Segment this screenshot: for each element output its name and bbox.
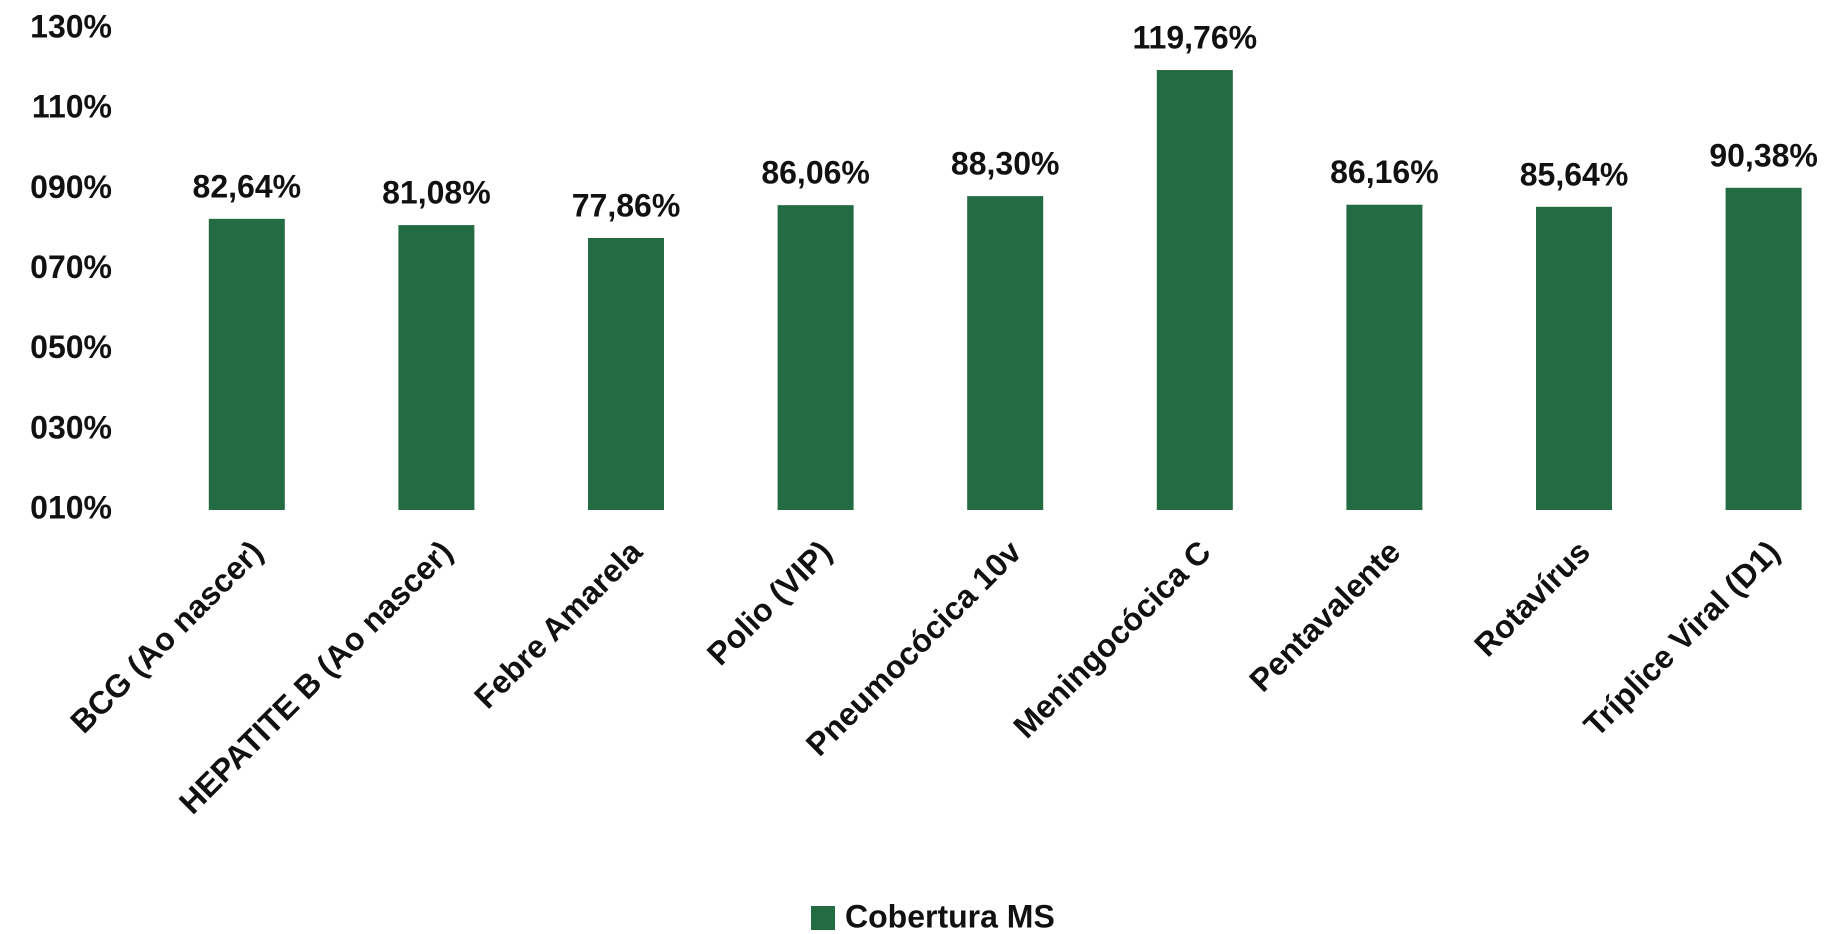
value-label: 82,64% [193, 168, 302, 204]
value-label: 90,38% [1709, 137, 1818, 173]
x-tick-label: Polio (VIP) [700, 533, 839, 672]
value-label: 86,16% [1330, 154, 1439, 190]
value-label: 81,08% [382, 175, 491, 211]
x-tick-label: Febre Amarela [467, 533, 649, 715]
value-label: 86,06% [761, 155, 870, 191]
y-tick-label: 090% [30, 169, 112, 205]
value-label: 119,76% [1133, 19, 1258, 55]
bar [1726, 188, 1802, 510]
y-tick-label: 130% [30, 8, 112, 44]
bar [209, 219, 285, 510]
value-label: 77,86% [572, 187, 681, 223]
legend-swatch [811, 906, 835, 930]
y-tick-label: 110% [32, 89, 112, 125]
bar [398, 225, 474, 510]
chart: 010% 030% 050% 070% 090% 110% 130% BCG (Ao nasc… [0, 0, 1835, 934]
x-tick-label: BCG (Ao nascer) [63, 533, 270, 740]
y-tick-label: 010% [30, 489, 112, 525]
x-tick-label: Pentavalente [1242, 533, 1407, 698]
value-label: 88,30% [951, 146, 1060, 182]
x-tick-label: Tríplice Viral (D1) [1577, 533, 1787, 743]
x-tick-label: Meningocócica C [1006, 533, 1218, 745]
y-tick-label: 070% [30, 249, 112, 285]
bar [588, 238, 664, 510]
bar [778, 205, 854, 510]
legend-label: Cobertura MS [845, 898, 1055, 934]
x-tick-label: Pneumocócica 10v [799, 533, 1028, 762]
value-label: 85,64% [1520, 156, 1629, 192]
y-tick-label: 050% [30, 329, 112, 365]
bar [1536, 207, 1612, 510]
bar [1157, 70, 1233, 510]
bar [1346, 205, 1422, 510]
y-tick-label: 030% [30, 409, 112, 445]
x-tick-label: Rotavírus [1467, 533, 1597, 663]
bar [967, 196, 1043, 510]
